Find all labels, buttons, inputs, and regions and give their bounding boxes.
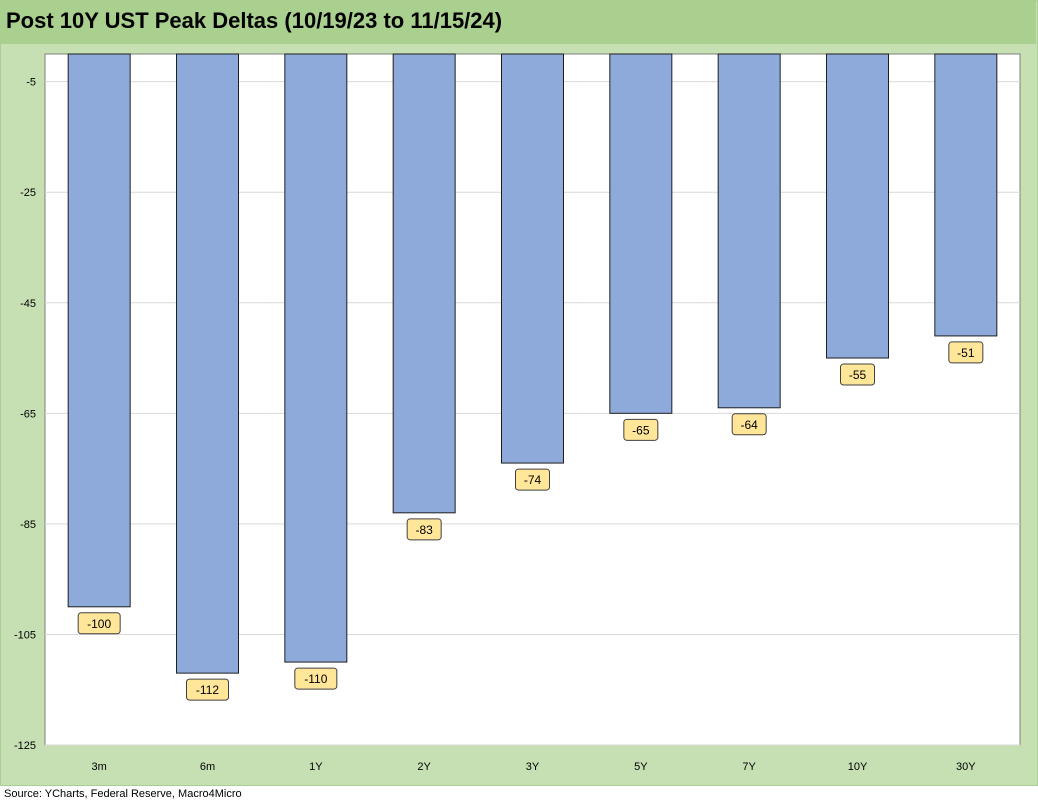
y-tick-label: -125 [14, 740, 36, 752]
bar [67, 53, 131, 608]
x-tick-label: 7Y [742, 761, 756, 773]
bar [392, 53, 456, 514]
bar [717, 53, 781, 409]
data-label: -74 [524, 473, 542, 487]
data-label: -110 [304, 672, 327, 686]
data-label: -112 [196, 683, 219, 697]
bar [284, 53, 348, 663]
data-label-box [731, 413, 767, 436]
y-tick-label: -85 [20, 519, 36, 531]
x-tick-label: 3m [92, 761, 107, 773]
y-tick-label: -25 [20, 187, 36, 199]
y-tick-label: -105 [14, 629, 36, 641]
data-label-box [77, 612, 121, 635]
bar-chart: -100 -112 -110 -83 -74 -65 -64 -55 -51 -5 -25 -45 -… [14, 53, 1021, 773]
x-tick-label: 2Y [417, 761, 431, 773]
source-note: Source: YCharts, Federal Reserve, Macro4… [4, 788, 242, 800]
title-bar: Post 10Y UST Peak Deltas (10/19/23 to 11… [0, 0, 1036, 44]
y-tick-label: -45 [20, 298, 36, 310]
y-tick-label: -5 [26, 77, 36, 89]
data-label-box [186, 678, 229, 701]
x-tick-label: 5Y [634, 761, 648, 773]
bar [609, 53, 673, 414]
chart-title: Post 10Y UST Peak Deltas (10/19/23 to 11… [6, 8, 503, 33]
x-tick-label: 3Y [526, 761, 540, 773]
bar [501, 53, 564, 464]
data-label: -64 [740, 418, 758, 432]
data-label: -51 [957, 346, 975, 360]
bar [176, 53, 239, 674]
x-tick-label: 1Y [309, 761, 323, 773]
bar [934, 53, 998, 337]
bar [826, 53, 889, 359]
data-label-box [948, 341, 984, 364]
data-label: -65 [632, 423, 650, 437]
y-tick-label: -65 [20, 408, 36, 420]
data-label: -83 [415, 523, 433, 537]
data-label: -100 [87, 617, 111, 631]
data-label-box [840, 363, 875, 386]
x-tick-label: 6m [200, 761, 215, 773]
x-tick-label: 10Y [848, 761, 868, 773]
data-label-box [515, 468, 550, 491]
data-label: -55 [849, 368, 867, 382]
x-tick-label: 30Y [956, 761, 976, 773]
data-label-box [406, 518, 442, 541]
data-label-box [623, 418, 659, 441]
data-label-box [294, 667, 338, 690]
